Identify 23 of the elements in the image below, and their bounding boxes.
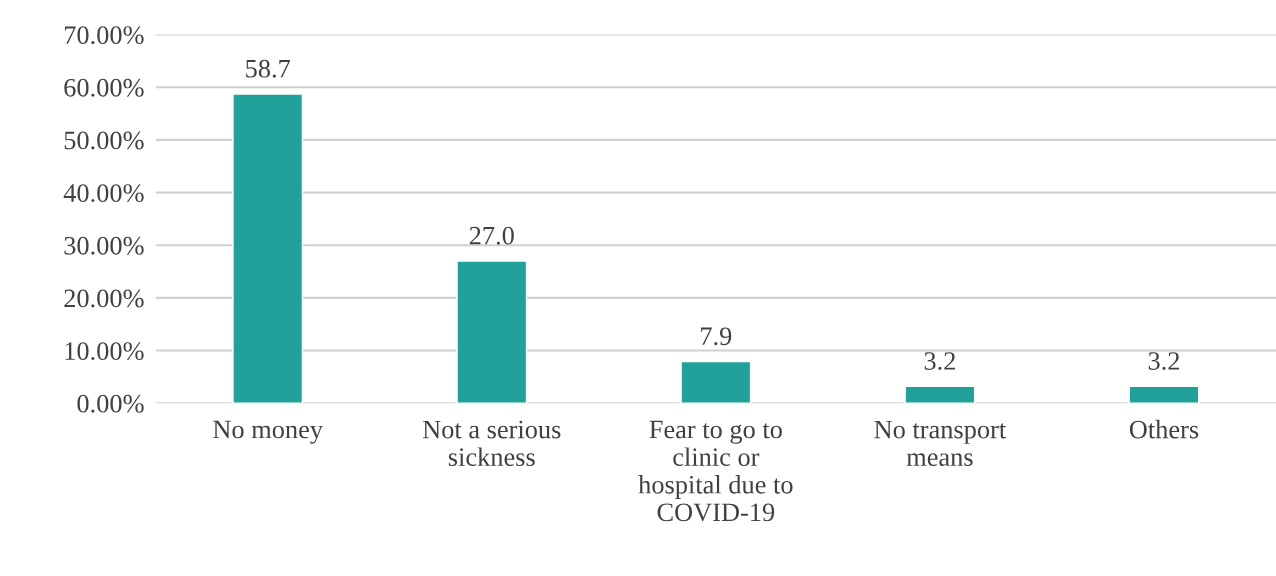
y-tick-label: 30.00% — [64, 236, 144, 255]
data-label: 3.2 — [1148, 352, 1179, 370]
x-tick-label: Fear to go to clinic or hospital due to COVID-19 — [638, 420, 793, 522]
bar — [456, 260, 528, 404]
y-tick-label: 20.00% — [64, 289, 144, 308]
bar — [1128, 385, 1200, 404]
x-tick-label: No money — [213, 420, 323, 444]
x-tick-label: Not a serious sickness — [422, 420, 561, 467]
y-tick-label: 10.00% — [65, 342, 144, 361]
bar — [680, 360, 752, 404]
y-tick-label: 40.00% — [63, 184, 144, 203]
data-label: 3.2 — [924, 352, 955, 370]
y-tick-label: 50.00% — [64, 131, 144, 150]
data-label: 7.9 — [701, 327, 732, 346]
data-label: 27.0 — [469, 226, 514, 245]
y-tick-label: 0.00% — [77, 394, 144, 413]
data-label: 58.7 — [246, 59, 291, 78]
y-tick-label: 60.00% — [64, 78, 144, 97]
bar — [232, 93, 304, 404]
x-tick-label: Others — [1129, 419, 1199, 439]
y-tick-label: 70.00% — [64, 26, 144, 45]
bar — [904, 385, 976, 404]
x-tick-label: No transport means — [874, 420, 1007, 467]
